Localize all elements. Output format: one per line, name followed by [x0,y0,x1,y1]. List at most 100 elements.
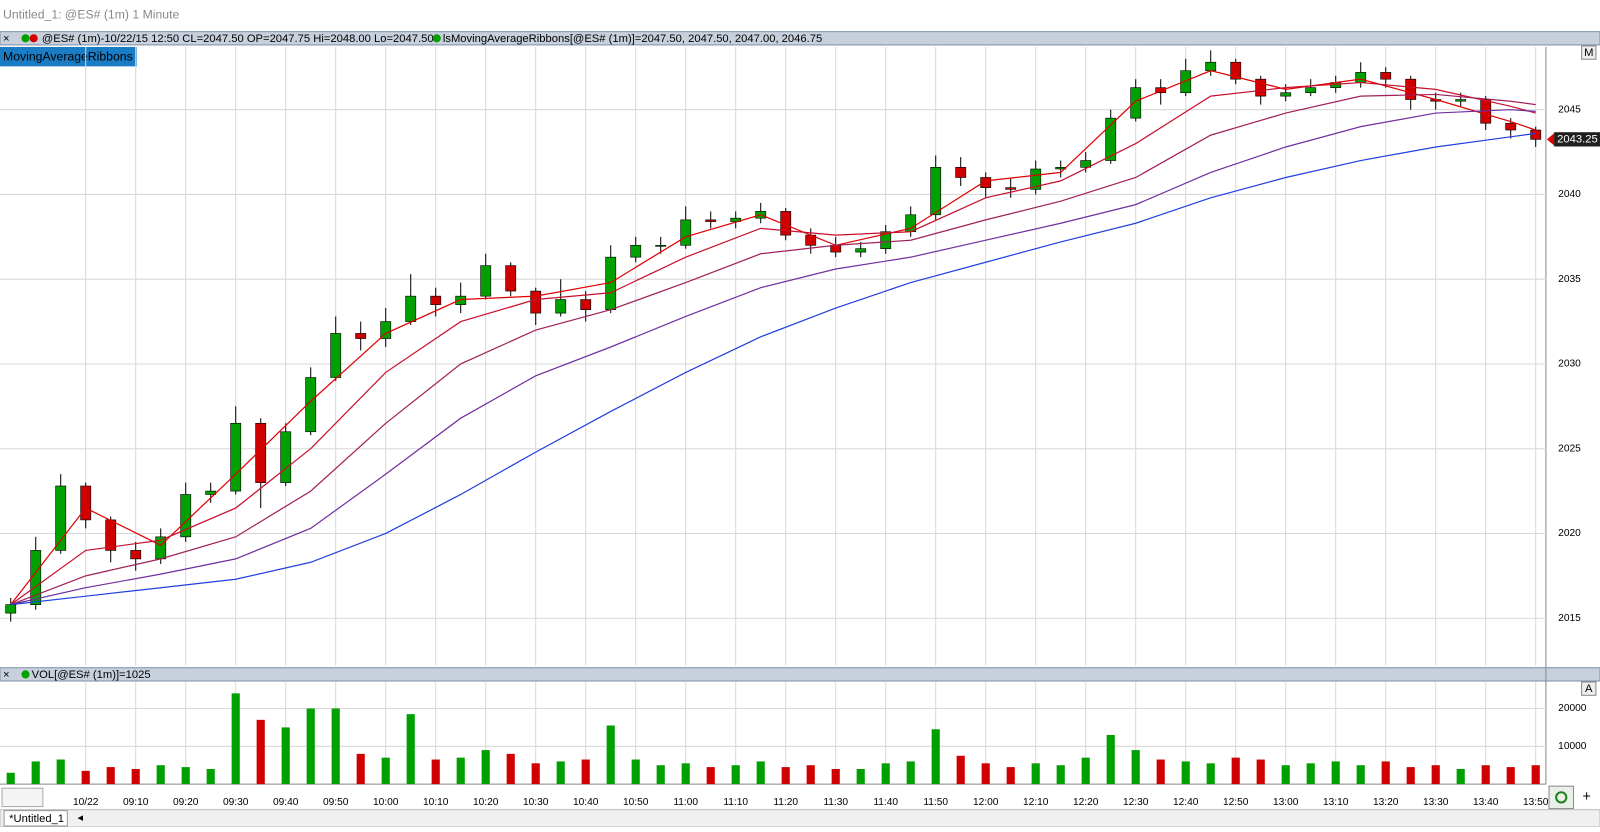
x-tick-label: 12:20 [1073,797,1099,808]
candle-body [280,431,292,483]
volume-bar [106,767,115,785]
add-button[interactable]: + [1583,789,1591,805]
last-price-arrow [1546,133,1555,146]
candle-body [980,177,992,188]
y-tick-label: 2030 [1558,359,1581,370]
volume-bar [631,759,640,785]
volume-bar [1106,734,1115,785]
x-tick-label: 13:00 [1273,797,1299,808]
volume-bar [1031,763,1040,785]
candle-body [1205,61,1217,72]
candle-body [705,219,717,222]
price-header-bar [0,31,1600,46]
tab[interactable]: *Untitled_1 [9,813,64,825]
volume-bar [431,759,440,785]
volume-bar [1231,757,1240,785]
x-tick-label: 11:00 [673,797,698,808]
x-tick-label: 12:30 [1123,797,1149,808]
x-tick-label: 11:10 [723,797,748,808]
ribbon-line [10,93,1536,606]
tab-bar [0,809,1600,828]
x-tick-label: 13:40 [1473,797,1499,808]
volume-bar [856,768,865,785]
candle-body [1505,122,1517,131]
indicator-badge[interactable]: MovingAverageRibbons [3,49,133,63]
x-tick-label: 10:20 [473,797,499,808]
x-tick-label: 10:00 [373,797,399,808]
a-button[interactable]: A [1585,683,1593,695]
volume-bar [1206,763,1215,785]
candle-body [480,265,492,297]
candle-body [55,485,67,551]
close-icon[interactable]: × [3,33,10,45]
ribbon-line [10,132,1536,606]
ribbon-line [10,109,1536,606]
volume-bar [1381,761,1390,785]
volume-bar [806,765,815,785]
scroll-box[interactable] [1,787,44,808]
refresh-button[interactable] [1548,785,1574,810]
y-tick-label: 20000 [1558,703,1587,714]
m-button[interactable]: M [1584,47,1593,59]
candle-body [1030,168,1042,190]
volume-bar [1456,768,1465,785]
x-tick-label: 10/22 [73,797,99,808]
x-tick-label: 11:50 [923,797,948,808]
volume-bar [181,767,190,785]
candle-body [580,299,592,311]
volume-bar [1181,761,1190,785]
candle-body [1355,72,1367,83]
volume-bar [1256,759,1265,785]
volume-bar [231,693,240,785]
candle-body [1255,78,1267,97]
candle-body [630,244,642,258]
candle-body [1455,99,1467,102]
volume-bar [831,768,840,785]
volume-bar [906,761,915,785]
volume-bar [1306,763,1315,785]
candle-body [505,265,517,292]
volume-bar [931,729,940,785]
ribbon-line [10,70,1536,606]
volume-bar [881,763,890,785]
candle-body [1080,160,1092,168]
x-tick-label: 11:30 [823,797,848,808]
candle-body [30,550,42,605]
candle-body [930,167,942,216]
indicator-header: lsMovingAverageRibbons[@ES# (1m)]=2047.5… [443,33,822,45]
volume-bar [781,767,790,785]
x-tick-label: 10:30 [523,797,549,808]
scroll-left[interactable]: ◂ [78,812,84,824]
volume-bar [1356,765,1365,785]
candle-body [1530,129,1542,140]
candle-body [5,604,17,614]
x-tick-label: 10:40 [573,797,599,808]
volume-bar [981,763,990,785]
candle-body [680,219,692,246]
volume-bar [506,753,515,785]
candle-body [380,321,392,339]
x-tick-label: 11:40 [873,797,898,808]
y-tick-label: 2035 [1558,274,1581,285]
x-tick-label: 09:20 [173,797,199,808]
candle-body [555,299,567,314]
x-tick-label: 10:50 [623,797,649,808]
candle-body [530,290,542,314]
status-dot [21,34,30,43]
volume-bar [531,763,540,785]
candle-body [1155,87,1167,94]
volume-bar [1406,767,1415,785]
badge-bg [0,46,137,67]
volume-bar [206,768,215,785]
candle-body [1280,92,1292,97]
x-tick-label: 13:10 [1323,797,1349,808]
close-icon[interactable]: × [3,669,10,681]
y-tick-label: 2025 [1558,443,1581,454]
candle-body [430,295,442,305]
candle-body [655,244,667,247]
status-dot [432,34,441,43]
volume-bar [706,767,715,785]
volume-bar [1056,765,1065,785]
button-bg [1581,45,1597,60]
y-tick-label: 2020 [1558,528,1581,539]
